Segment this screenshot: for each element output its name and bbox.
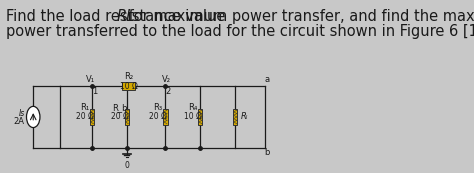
Text: 20 Ω: 20 Ω [110, 112, 128, 121]
Text: V₂: V₂ [162, 75, 171, 84]
Bar [164, 109, 168, 125]
Text: b: b [264, 148, 270, 157]
Text: R₄: R₄ [188, 103, 198, 112]
Text: Find the load resistance value: Find the load resistance value [6, 9, 230, 24]
Text: a: a [264, 75, 270, 84]
Text: RL: RL [117, 9, 136, 24]
Circle shape [27, 106, 40, 128]
Text: for maximum power transfer, and find the maximum: for maximum power transfer, and find the… [125, 9, 474, 24]
Text: V₁: V₁ [86, 75, 95, 84]
Bar [198, 109, 202, 125]
Bar [125, 109, 129, 125]
Text: 2A: 2A [14, 117, 25, 126]
Text: R₂: R₂ [124, 72, 133, 81]
Text: power transferred to the load for the circuit shown in Figure 6 [15].: power transferred to the load for the ci… [6, 24, 474, 39]
Text: 10 Ω: 10 Ω [184, 112, 202, 121]
Text: 20 Ω: 20 Ω [76, 112, 93, 121]
Text: R₃: R₃ [154, 103, 163, 112]
Bar [90, 109, 94, 125]
Text: 2: 2 [166, 87, 171, 96]
Text: R_b: R_b [112, 103, 128, 112]
Bar [233, 109, 237, 125]
Text: 1: 1 [92, 87, 98, 96]
Bar [122, 82, 136, 90]
Text: 10 Ω: 10 Ω [120, 82, 137, 91]
Text: Is: Is [18, 109, 25, 118]
Text: 20 Ω: 20 Ω [149, 112, 167, 121]
Text: 0: 0 [125, 161, 129, 170]
Text: R₁: R₁ [80, 103, 89, 112]
Text: Rₗ: Rₗ [241, 112, 248, 121]
